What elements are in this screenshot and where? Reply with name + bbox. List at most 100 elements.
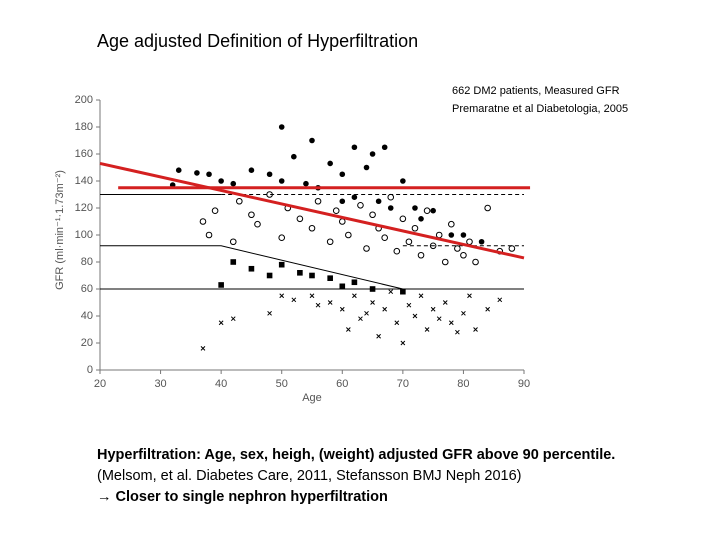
y-tick-label: 200	[75, 94, 93, 106]
point	[297, 270, 303, 276]
point	[308, 224, 316, 232]
point	[448, 220, 455, 228]
point	[309, 293, 315, 299]
line	[99, 161, 525, 260]
point	[267, 310, 272, 316]
x-tick-label: 30	[154, 378, 166, 390]
point	[412, 205, 418, 211]
point	[303, 180, 309, 187]
y-tick-label: 20	[81, 337, 93, 349]
x-tick-label: 50	[276, 378, 288, 390]
point	[357, 202, 364, 209]
point	[352, 293, 357, 299]
point	[291, 153, 297, 160]
x-tick-label: 60	[336, 378, 348, 390]
point	[448, 320, 454, 326]
footer-line: (Melsom, et al. Diabetes Care, 2011, Ste…	[97, 468, 521, 484]
point	[375, 198, 382, 205]
point	[230, 180, 237, 187]
point	[382, 306, 388, 312]
point	[248, 167, 255, 173]
point	[327, 160, 333, 167]
point	[400, 288, 406, 295]
y-tick-label: 0	[87, 364, 93, 376]
point	[448, 232, 455, 238]
point	[411, 224, 419, 232]
x-tick-label: 40	[215, 378, 227, 390]
point	[248, 265, 255, 272]
point	[200, 346, 206, 351]
slide-title: Age adjusted Definition of Hyperfiltrati…	[97, 31, 418, 51]
point	[484, 204, 491, 212]
point	[497, 297, 503, 303]
footer-line: Hyperfiltration: Age, sex, heigh, (weigh…	[97, 447, 615, 463]
point	[472, 258, 479, 266]
point	[236, 197, 243, 205]
point	[394, 320, 400, 326]
point	[376, 333, 381, 339]
point	[175, 167, 182, 173]
point	[473, 327, 478, 332]
point	[278, 261, 285, 268]
point	[455, 329, 460, 335]
x-axis-label: Age	[302, 392, 322, 404]
point	[339, 306, 345, 312]
point	[412, 313, 418, 319]
point	[387, 205, 394, 211]
point	[230, 259, 237, 265]
point	[381, 144, 388, 151]
point	[291, 297, 297, 303]
point	[460, 251, 467, 259]
point	[211, 207, 219, 214]
point	[461, 310, 466, 316]
point	[279, 293, 285, 299]
y-tick-label: 60	[81, 283, 93, 295]
point	[351, 194, 358, 200]
point	[314, 197, 322, 205]
line	[100, 245, 403, 290]
y-tick-label: 180	[75, 121, 93, 133]
point	[345, 231, 352, 239]
point	[430, 207, 436, 214]
point	[485, 306, 491, 312]
note: Premaratne et al Diabetologia, 2005	[452, 103, 628, 115]
point	[423, 207, 431, 214]
point	[467, 293, 472, 299]
point	[369, 211, 376, 219]
x-tick-label: 20	[94, 378, 106, 390]
point	[339, 283, 346, 290]
point	[418, 216, 424, 222]
point	[441, 258, 449, 266]
point	[430, 306, 436, 312]
point	[381, 234, 388, 241]
point	[399, 215, 407, 223]
point	[199, 218, 207, 225]
point	[460, 232, 467, 238]
point	[454, 245, 461, 252]
point	[338, 218, 346, 225]
x-tick-label: 70	[397, 378, 409, 390]
point	[358, 316, 363, 322]
x-tick-label: 80	[457, 378, 469, 390]
point	[478, 238, 485, 245]
point	[230, 316, 236, 322]
point	[400, 178, 406, 184]
footer-line: → Closer to single nephron hyperfiltrati…	[97, 489, 388, 505]
point	[327, 275, 333, 281]
y-tick-label: 80	[81, 256, 93, 268]
point	[369, 151, 376, 157]
point	[309, 137, 315, 144]
point	[296, 215, 304, 223]
point	[332, 207, 340, 214]
point	[218, 178, 224, 184]
point	[339, 171, 346, 178]
point	[466, 238, 473, 246]
point	[436, 316, 442, 322]
point	[435, 231, 443, 239]
point	[508, 245, 516, 252]
point	[266, 171, 273, 178]
y-tick-label: 100	[75, 229, 93, 241]
point	[417, 251, 425, 259]
point	[229, 238, 237, 246]
